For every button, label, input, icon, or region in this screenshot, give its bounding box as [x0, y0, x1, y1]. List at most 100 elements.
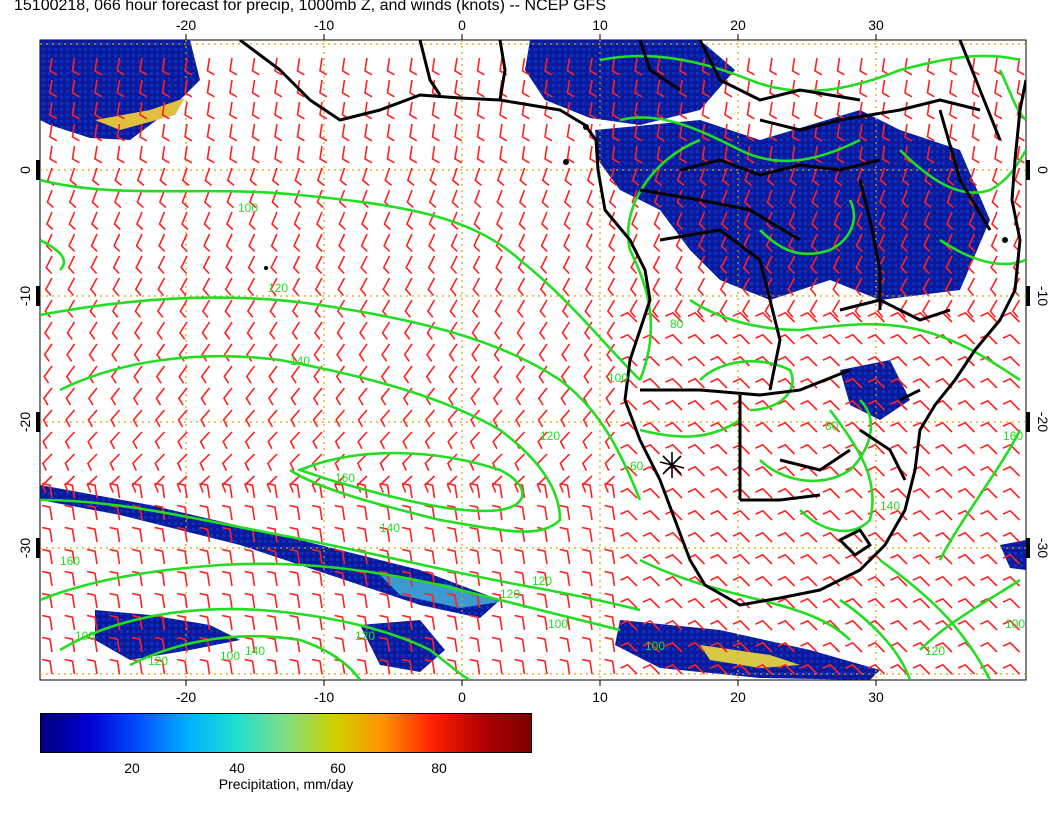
wind-barb: [446, 475, 458, 493]
wind-barb: [131, 475, 143, 493]
wind-barb: [665, 333, 683, 345]
wind-barb: [266, 614, 278, 631]
wind-barb: [203, 211, 211, 231]
wind-barb: [424, 453, 436, 471]
wind-barb: [516, 321, 526, 340]
wind-barb: [656, 57, 665, 76]
wind-barb: [469, 453, 481, 471]
wind-barb: [642, 377, 661, 389]
wind-barb: [91, 211, 99, 231]
wind-barb: [769, 101, 778, 120]
wind-barb: [469, 504, 481, 521]
wind-barb: [822, 663, 841, 675]
wind-barb: [184, 123, 193, 142]
wind-barb: [620, 641, 638, 653]
wind-barb: [687, 465, 706, 477]
wind-barb: [424, 592, 436, 609]
wind-barb: [113, 233, 121, 253]
wind-barb: [581, 475, 593, 493]
wind-barb: [476, 57, 485, 76]
wind-barb: [68, 189, 77, 209]
wind-barb: [1002, 311, 1021, 323]
wind-barb: [679, 57, 688, 76]
wind-barb: [110, 387, 121, 406]
wind-barb: [131, 504, 143, 521]
wind-barb: [620, 553, 638, 565]
wind-barb: [665, 553, 683, 565]
wind-barb: [687, 597, 706, 609]
wind-barb: [71, 57, 80, 76]
wind-barb: [710, 355, 728, 367]
wind-barb: [901, 211, 909, 231]
wind-barb: [296, 145, 305, 164]
wind-barb: [89, 321, 98, 340]
wind-barb: [665, 355, 683, 367]
wind-barb: [116, 101, 125, 120]
wind-barb: [1002, 443, 1021, 455]
wind-barb: [541, 211, 549, 231]
wind-barb: [800, 619, 818, 631]
wind-barb: [109, 636, 121, 653]
wind-barb: [244, 504, 256, 521]
wind-barb: [155, 387, 166, 406]
wind-barb: [139, 101, 148, 120]
wind-barb: [319, 57, 328, 76]
wind-barb: [404, 277, 413, 297]
wind-barb: [41, 636, 53, 653]
wind-barb: [154, 526, 166, 543]
wind-barb: [296, 79, 305, 98]
wind-barb: [176, 453, 188, 471]
wind-barb: [679, 123, 688, 142]
wind-barb: [494, 321, 503, 340]
wind-barb: [496, 167, 505, 187]
wind-barb: [957, 553, 976, 565]
wind-barb: [732, 531, 751, 543]
wind-barb: [181, 167, 190, 187]
wind-barb: [267, 431, 278, 450]
wind-barb: [989, 277, 998, 297]
wind-barb: [222, 387, 233, 406]
wind-barb: [338, 189, 347, 209]
wind-barb: [949, 123, 958, 142]
wind-barb: [311, 475, 323, 493]
wind-barb: [634, 123, 643, 142]
wind-barb: [291, 321, 301, 340]
wind-barb: [157, 255, 166, 275]
wind-barb: [1002, 531, 1021, 543]
wind-barb: [184, 79, 193, 98]
wind-barb: [222, 431, 233, 450]
wind-barb: [86, 658, 98, 675]
wind-barb: [537, 431, 548, 450]
wind-barb: [311, 526, 323, 543]
wind-barb: [43, 365, 53, 384]
wind-barb: [289, 658, 301, 675]
wind-barb: [957, 443, 976, 455]
wind-barb: [642, 399, 661, 411]
wind-barb: [386, 57, 395, 76]
wind-barb: [86, 504, 98, 521]
wind-barb: [912, 575, 931, 587]
wind-barb: [334, 636, 346, 653]
wind-barb: [404, 321, 413, 340]
wind-barb: [289, 482, 301, 499]
wind-barb: [334, 614, 346, 631]
wind-barb: [867, 399, 886, 411]
wind-barb: [604, 570, 616, 587]
lat-tick-label-left: -20: [17, 412, 33, 432]
wind-barb: [836, 101, 845, 120]
wind-barb: [69, 167, 78, 187]
wind-barb: [245, 387, 256, 406]
wind-barb: [766, 211, 774, 231]
wind-barb: [514, 453, 526, 471]
contour-label: 140: [245, 644, 265, 658]
wind-barb: [94, 123, 103, 142]
wind-barb: [867, 465, 886, 477]
wind-barb: [1013, 189, 1022, 209]
wind-barb: [890, 641, 908, 653]
wind-barb: [401, 570, 413, 587]
wind-barb: [1002, 465, 1021, 477]
wind-barb: [157, 277, 166, 297]
lat-tick-label-right: -30: [1035, 538, 1051, 558]
wind-barb: [653, 233, 661, 253]
wind-barb: [766, 189, 774, 209]
